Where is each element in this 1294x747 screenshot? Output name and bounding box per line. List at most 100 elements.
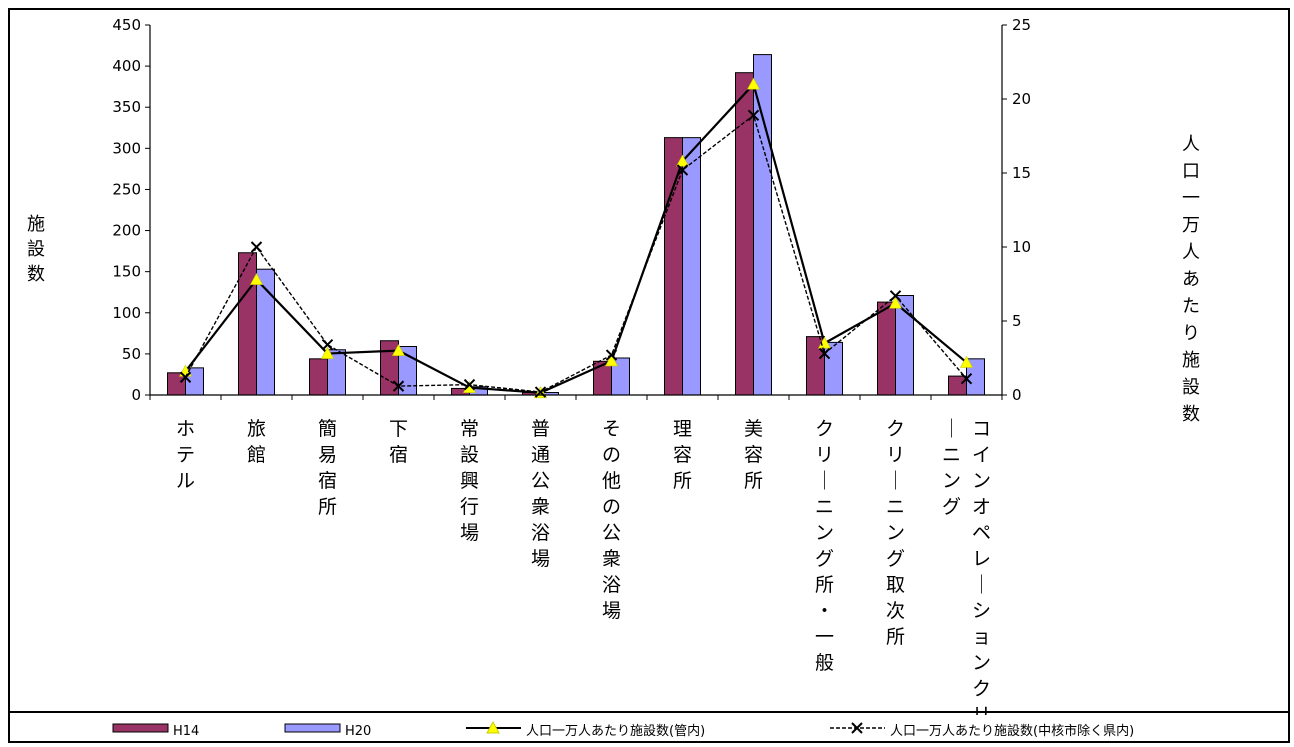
left-axis-title-char: 施 [27,214,45,235]
legend-label: 人口一万人あたり施設数(中核市除く県内) [890,723,1134,739]
category-label-char: 旅 [247,418,266,440]
category-label-char: ・ [815,600,834,622]
right-axis-title-char: 数 [1182,404,1200,425]
category-label-char: 公 [602,522,621,544]
right-tick-label: 10 [1012,238,1031,256]
category-label: クリ ｜ ニング取次所 [886,418,905,648]
category-label-char: ン [942,470,961,492]
category-label-char: 浴 [531,522,550,544]
line-series-kennai [184,114,968,393]
category-label-char: ｜ [886,470,905,492]
left-tick-label: 350 [112,98,141,116]
right-tick-label: 0 [1012,386,1022,404]
right-tick-label: 15 [1012,164,1031,182]
right-axis-title: 人口一万人あたり施設数 [1182,134,1200,425]
category-label: コインオペレ｜ションクリ｜ニング [942,418,991,726]
category-label-char: 一 [815,626,834,648]
category-label-char: 宿 [318,470,337,492]
bar-h20 [682,137,701,396]
right-axis-title-char: 人 [1182,134,1200,155]
category-label-char: ペ [972,522,991,544]
category-label-char: 美 [744,418,763,440]
category-label: クリ ｜ ニング所・一般 [815,418,834,674]
category-label-char: グ [886,548,905,570]
category-label-char: ホ [176,418,195,440]
category-label-char: 所 [886,626,905,648]
category-label-char: リ [815,444,834,466]
category-label-char: 設 [460,444,479,466]
bar-h14 [877,301,896,396]
bar-h14 [735,72,754,396]
right-axis-title-char: 口 [1182,161,1200,182]
category-label-char: 場 [460,522,479,544]
x-marker [605,349,618,361]
legend-label: H14 [173,724,199,739]
category-label-char: 取 [886,574,905,596]
category-label-char: 理 [673,418,692,440]
category-label-char: ク [886,418,905,440]
category-label-char: 容 [673,444,692,466]
category-label-char: 場 [531,548,550,570]
legend-swatch-h20 [284,723,341,733]
category-label-char: オ [972,496,991,518]
right-axis-title-char: 万 [1182,215,1200,236]
legend-x-marker [851,722,863,734]
legend-swatch-h14 [112,723,169,733]
category-label-char: 易 [318,444,337,466]
category-label: 美容所 [744,418,763,492]
right-tick-label: 25 [1012,16,1031,34]
category-label-char: 衆 [602,548,621,570]
category-label: その他の公衆浴場 [602,418,621,622]
right-axis-title-char: 人 [1182,242,1200,263]
left-tick-label: 100 [112,304,141,322]
category-label: 理容所 [673,418,692,492]
triangle-marker [959,355,974,368]
category-label-char: 所 [744,470,763,492]
category-label-char: ン [972,652,991,674]
category-label-char: ク [972,678,991,700]
category-label-char: 普 [531,418,550,440]
x-marker [747,109,760,121]
bar-h14 [380,340,399,396]
category-label-char: 所 [673,470,692,492]
category-label: ホテル [176,418,195,492]
category-label: 簡易宿所 [318,418,337,518]
category-label: 普通公衆浴場 [531,418,550,570]
category-label-char: ク [815,418,834,440]
category-label-char: 衆 [531,496,550,518]
left-tick-label: 50 [122,345,141,363]
category-label-char: 場 [602,600,621,622]
triangle-marker [746,77,761,90]
category-label-char: 行 [460,496,479,518]
chart-frame: 0 50 100 150 200 250 300 350 400 450 0 5 10 15 20 25 ホテル… [8,8,1290,745]
category-label-char: 他 [602,470,621,492]
category-label-char: 所 [815,574,834,596]
left-tick-label: 400 [112,57,141,75]
category-label-char: 公 [531,470,550,492]
triangle-marker [391,343,406,356]
x-marker [392,380,405,392]
left-axis-title-char: 数 [27,264,45,285]
chart: 0 50 100 150 200 250 300 350 400 450 0 5 10 15 20 25 ホテル… [9,16,1289,745]
category-label-char: ニ [886,496,905,518]
category-label-char: 興 [460,470,479,492]
category-label-char: 般 [815,652,834,674]
category-label-char: ン [972,470,991,492]
category-label-char: 常 [460,418,479,440]
category-label-char: 宿 [389,444,408,466]
category-label-char: リ [886,444,905,466]
category-label-char: ョ [972,626,991,648]
category-label: 下宿 [389,418,408,466]
category-label-char: 所 [318,496,337,518]
left-axis-title-char: 設 [27,239,45,260]
category-label-char: イ [972,444,991,466]
category-label-char: ニ [815,496,834,518]
category-label-char: の [602,444,621,466]
category-label-char: グ [815,548,834,570]
category-label-char: 簡 [318,418,337,440]
category-label-char: シ [972,600,991,622]
left-tick-label: 300 [112,139,141,157]
category-label-char: 下 [389,418,408,440]
right-tick-label: 20 [1012,90,1031,108]
legend-label: 人口一万人あたり施設数(管内) [526,723,705,739]
